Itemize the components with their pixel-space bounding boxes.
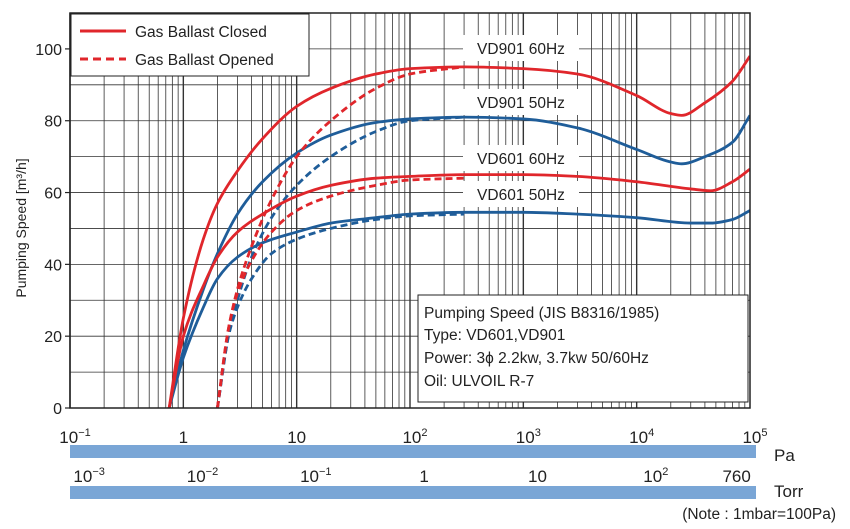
series-vd901-50hz: [167, 114, 750, 408]
pa-tick-label: 105: [742, 427, 767, 447]
pa-tick-label: 102: [402, 427, 427, 447]
unit-note: (Note : 1mbar=100Pa): [682, 506, 836, 523]
pa-tick-label: 10−1: [59, 427, 90, 447]
torr-unit: Torr: [774, 482, 804, 501]
series-vd901-60hz: [167, 55, 750, 408]
torr-tick-label: 102: [643, 466, 668, 486]
pa-tick-label: 103: [516, 427, 541, 447]
info-type: Type: VD601,VD901: [424, 327, 565, 344]
y-tick-label: 0: [53, 401, 62, 418]
y-tick-label: 20: [44, 329, 62, 346]
series-vd601-50hz: [167, 209, 750, 408]
curve-label-vd901-60hz: VD901 60Hz: [477, 41, 565, 58]
info-oil: Oil: ULVOIL R-7: [424, 373, 534, 390]
curve-label-bg: [463, 145, 579, 171]
pa-scale-bar: [70, 445, 756, 458]
y-axis: 0 20 40 60 80 100: [35, 42, 70, 418]
torr-scale-bar: [70, 486, 756, 499]
torr-tick-label: 760: [722, 467, 750, 486]
legend-label-opened: Gas Ballast Opened: [135, 52, 274, 69]
y-axis-title: Pumping Speed [m³/h]: [13, 158, 29, 297]
y-tick-label: 80: [44, 114, 62, 131]
legend-label-closed: Gas Ballast Closed: [135, 24, 267, 41]
curve-label-bg: [463, 181, 579, 207]
curve-label-bg: [463, 89, 579, 115]
torr-tick-label: 10−3: [73, 466, 104, 486]
curve-label-bg: [463, 35, 579, 61]
torr-tick-label: 10−2: [187, 466, 218, 486]
info-box-frame: [417, 294, 749, 403]
plot-frame: [69, 12, 751, 409]
series-vd601-60hz-gas-ballast-opened: [216, 176, 465, 408]
legend: Gas Ballast Closed Gas Ballast Opened: [70, 13, 310, 77]
curve-label-vd601-60hz: VD601 60Hz: [477, 151, 565, 168]
info-box: Pumping Speed (JIS B8316/1985) Type: VD6…: [417, 294, 749, 403]
info-power: Power: 3ϕ 2.2kw, 3.7kw 50/60Hz: [424, 350, 649, 367]
y-tick-label: 40: [44, 257, 62, 274]
curves: [167, 55, 750, 408]
pa-tick-label: 104: [629, 427, 654, 447]
pa-unit: Pa: [774, 446, 795, 465]
torr-tick-label: 10: [528, 467, 547, 486]
info-title: Pumping Speed (JIS B8316/1985): [424, 305, 659, 322]
series-vd601-50hz-gas-ballast-opened: [216, 212, 465, 408]
curve-label-vd601-50hz: VD601 50Hz: [477, 187, 565, 204]
pa-tick-label: 1: [179, 428, 188, 447]
torr-tick-label: 10−1: [300, 466, 331, 486]
pa-scale-labels: 10−1 1 10 102 103 104 105: [59, 427, 767, 447]
torr-scale-labels: 10−3 10−2 10−1 1 10 102 760: [73, 466, 750, 486]
torr-tick-label: 1: [419, 467, 428, 486]
curve-labels: VD901 60Hz VD901 50Hz VD601 60Hz VD601 5…: [463, 35, 579, 207]
pa-tick-label: 10: [287, 428, 306, 447]
y-tick-label: 60: [44, 186, 62, 203]
series-vd601-60hz: [167, 168, 750, 408]
y-tick-label: 100: [35, 42, 62, 59]
curve-label-vd901-50hz: VD901 50Hz: [477, 95, 565, 112]
series-vd901-60hz-gas-ballast-opened: [216, 65, 465, 408]
legend-box: [70, 13, 310, 77]
